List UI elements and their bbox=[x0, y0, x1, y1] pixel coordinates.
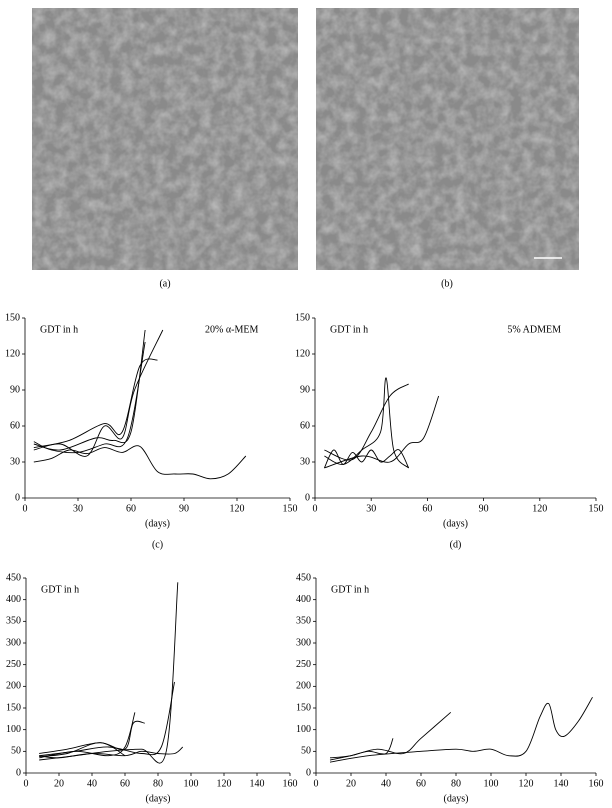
y-tick-label: 60 bbox=[300, 420, 310, 431]
series-line bbox=[324, 383, 409, 461]
series-line bbox=[33, 358, 158, 449]
y-tick-label: 100 bbox=[6, 724, 21, 735]
y-tick-label: 150 bbox=[295, 312, 310, 323]
y-tick-label: 0 bbox=[15, 492, 20, 503]
series-line bbox=[33, 329, 146, 451]
y-tick-label: 30 bbox=[300, 456, 310, 467]
annotation: GDT in h bbox=[330, 324, 368, 335]
x-tick-label: 160 bbox=[283, 778, 298, 789]
x-tick-label: 150 bbox=[283, 503, 298, 514]
y-tick-label: 0 bbox=[306, 767, 311, 778]
y-tick-label: 100 bbox=[296, 724, 311, 735]
y-tick-label: 300 bbox=[6, 637, 21, 648]
x-tick-label: 0 bbox=[23, 503, 28, 514]
panel-label: (d) bbox=[450, 539, 462, 550]
y-tick-label: 0 bbox=[305, 492, 310, 503]
x-tick-label: 120 bbox=[217, 778, 232, 789]
y-tick-label: 450 bbox=[296, 572, 311, 583]
micrograph-b bbox=[316, 8, 579, 270]
series-line bbox=[324, 377, 410, 469]
medium-label: 5% ADMEM bbox=[507, 324, 561, 335]
series-line bbox=[323, 449, 410, 469]
y-tick-label: 350 bbox=[296, 616, 311, 627]
y-tick-label: 60 bbox=[10, 420, 20, 431]
x-tick-label: 30 bbox=[366, 503, 376, 514]
panel-label: (c) bbox=[152, 539, 163, 550]
series-line bbox=[33, 341, 146, 454]
annotation: GDT in h bbox=[331, 584, 369, 595]
series-line bbox=[324, 395, 440, 469]
annotation: GDT in h bbox=[40, 324, 78, 335]
annotation: GDT in h bbox=[41, 584, 79, 595]
x-tick-label: 0 bbox=[24, 778, 29, 789]
series-line bbox=[33, 445, 247, 480]
y-tick-label: 200 bbox=[296, 681, 311, 692]
y-tick-label: 400 bbox=[6, 594, 21, 605]
y-tick-label: 90 bbox=[300, 384, 310, 395]
y-tick-label: 250 bbox=[6, 659, 21, 670]
y-tick-label: 250 bbox=[296, 659, 311, 670]
x-tick-label: 100 bbox=[484, 778, 499, 789]
panel-label: (a) bbox=[159, 278, 170, 289]
x-axis-label: (days) bbox=[443, 518, 468, 529]
x-tick-label: 20 bbox=[346, 778, 356, 789]
series-line bbox=[33, 329, 164, 457]
series-line bbox=[39, 742, 126, 757]
x-axis-label: (days) bbox=[146, 793, 171, 804]
x-tick-label: 40 bbox=[87, 778, 97, 789]
y-tick-label: 200 bbox=[6, 681, 21, 692]
micrograph-a bbox=[32, 8, 298, 270]
x-tick-label: 140 bbox=[250, 778, 265, 789]
y-tick-label: 50 bbox=[11, 746, 21, 757]
y-tick-label: 450 bbox=[6, 572, 21, 583]
y-tick-label: 30 bbox=[10, 456, 20, 467]
series-line bbox=[39, 746, 184, 759]
x-tick-label: 90 bbox=[179, 503, 189, 514]
x-tick-label: 40 bbox=[381, 778, 391, 789]
y-tick-label: 400 bbox=[296, 594, 311, 605]
y-tick-label: 150 bbox=[6, 702, 21, 713]
x-tick-label: 80 bbox=[451, 778, 461, 789]
x-tick-label: 0 bbox=[313, 503, 318, 514]
y-tick-label: 350 bbox=[6, 616, 21, 627]
x-tick-label: 60 bbox=[416, 778, 426, 789]
x-tick-label: 60 bbox=[120, 778, 130, 789]
x-tick-label: 60 bbox=[126, 503, 136, 514]
series-line bbox=[329, 696, 593, 763]
y-tick-label: 150 bbox=[5, 312, 20, 323]
x-tick-label: 100 bbox=[184, 778, 199, 789]
medium-label: 20% α-MEM bbox=[205, 324, 258, 335]
x-tick-label: 60 bbox=[422, 503, 432, 514]
x-tick-label: 120 bbox=[519, 778, 534, 789]
series-line bbox=[329, 711, 452, 759]
x-tick-label: 120 bbox=[532, 503, 547, 514]
series-line bbox=[329, 738, 394, 761]
series-line bbox=[39, 582, 179, 764]
panel-label: (b) bbox=[441, 278, 453, 289]
y-tick-label: 0 bbox=[16, 767, 21, 778]
x-tick-label: 80 bbox=[153, 778, 163, 789]
y-tick-label: 90 bbox=[10, 384, 20, 395]
x-tick-label: 150 bbox=[589, 503, 604, 514]
y-tick-label: 300 bbox=[296, 637, 311, 648]
x-tick-label: 20 bbox=[54, 778, 64, 789]
y-tick-label: 120 bbox=[295, 348, 310, 359]
x-axis-label: (days) bbox=[145, 518, 170, 529]
x-tick-label: 140 bbox=[554, 778, 569, 789]
x-axis-label: (days) bbox=[444, 793, 469, 804]
x-tick-label: 120 bbox=[230, 503, 245, 514]
y-tick-label: 120 bbox=[5, 348, 20, 359]
series-line bbox=[39, 720, 145, 754]
x-tick-label: 90 bbox=[479, 503, 489, 514]
x-tick-label: 0 bbox=[314, 778, 319, 789]
x-tick-label: 30 bbox=[73, 503, 83, 514]
y-tick-label: 150 bbox=[296, 702, 311, 713]
x-tick-label: 160 bbox=[589, 778, 604, 789]
y-tick-label: 50 bbox=[301, 746, 311, 757]
